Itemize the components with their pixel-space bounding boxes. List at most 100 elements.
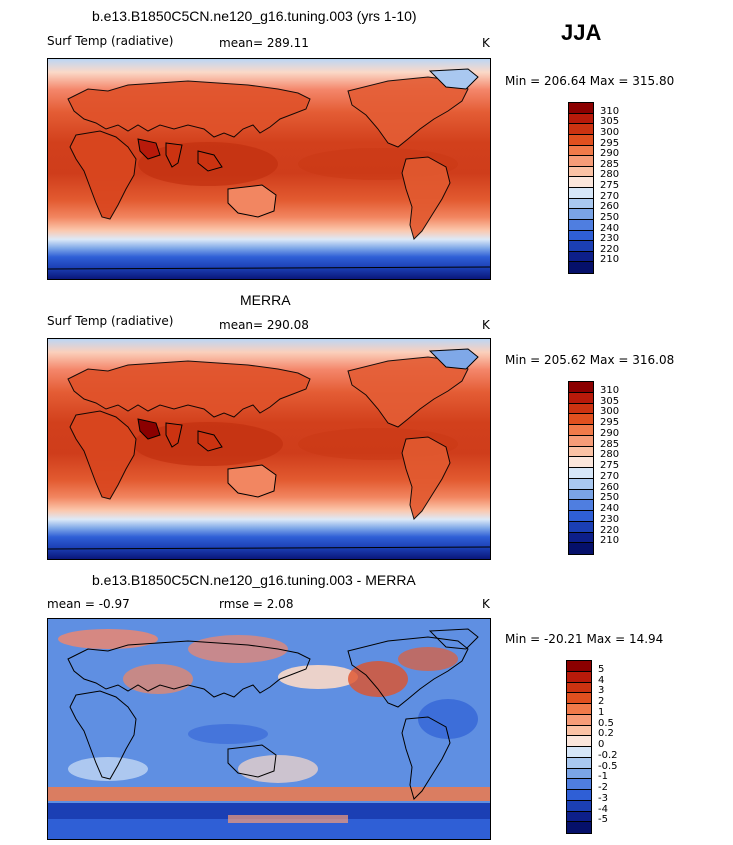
panel3-units: K	[482, 597, 490, 611]
colorbar-tick-label: 0	[598, 739, 605, 750]
colorbar-cell	[569, 241, 593, 252]
colorbar-tick-label: 285	[600, 438, 620, 450]
colorbar-tick-label: 240	[600, 503, 620, 514]
colorbar-tick-label: 290	[600, 148, 620, 160]
colorbar-tick-label: 4	[598, 674, 605, 686]
colorbar-tick-label: 250	[600, 211, 620, 223]
colorbar-cell	[569, 134, 593, 146]
colorbar-cell	[569, 468, 593, 479]
colorbar-tick-label: -5	[598, 814, 608, 826]
panel1-map-svg	[48, 59, 490, 279]
colorbar-cell	[567, 768, 591, 780]
colorbar-tick-label: 230	[600, 233, 620, 245]
panel3-map	[47, 618, 491, 840]
colorbar-tick-label: 1	[598, 706, 605, 718]
colorbar-tick-label: 295	[600, 417, 620, 428]
colorbar-tick-label: 290	[600, 427, 620, 439]
colorbar-cell	[569, 219, 593, 231]
panel1-variable-label: Surf Temp (radiative)	[47, 34, 174, 48]
colorbar-tick-label: 270	[600, 190, 620, 202]
colorbar-cell	[569, 414, 593, 425]
colorbar-cell	[567, 736, 591, 747]
colorbar-tick-label: 310	[600, 384, 620, 396]
colorbar-tick-label: 0.5	[598, 717, 614, 729]
colorbar-cell	[569, 425, 593, 436]
colorbar-tick-label: 2	[598, 696, 605, 707]
colorbar-cell	[567, 661, 591, 672]
panel2-mean-label: mean= 290.08	[219, 318, 309, 332]
colorbar-cell	[569, 511, 593, 522]
panel3-mean-label: mean = -0.97	[47, 597, 130, 611]
colorbar-tick-label: 275	[600, 180, 620, 191]
colorbar-tick-label: -4	[598, 803, 608, 815]
colorbar-cell	[569, 532, 593, 544]
colorbar-cell	[569, 113, 593, 125]
colorbar-cell	[569, 209, 593, 220]
colorbar-cell	[567, 800, 591, 812]
colorbar-tick-label: 220	[600, 243, 620, 255]
colorbar-cell	[569, 156, 593, 167]
panel1-colorbar	[568, 102, 594, 274]
colorbar-tick-label: 220	[600, 524, 620, 536]
colorbar-tick-label: 210	[600, 535, 620, 547]
colorbar-tick-label: 230	[600, 513, 620, 525]
colorbar-cell	[567, 682, 591, 694]
colorbar-cell	[569, 543, 593, 554]
colorbar-tick-label: 275	[600, 460, 620, 471]
colorbar-cell	[569, 166, 593, 178]
colorbar-cell	[569, 103, 593, 114]
colorbar-cell	[569, 124, 593, 135]
panel1-mean-label: mean= 289.11	[219, 36, 309, 50]
panel3-colorbar	[566, 660, 592, 834]
panel2-map-svg	[48, 339, 490, 559]
colorbar-tick-label: 300	[600, 406, 620, 418]
colorbar-cell	[567, 671, 591, 683]
colorbar-cell	[569, 230, 593, 242]
colorbar-tick-label: -0.2	[598, 749, 618, 761]
colorbar-cell	[569, 198, 593, 210]
panel3-rmse-label: rmse = 2.08	[219, 597, 294, 611]
colorbar-tick-label: 305	[600, 395, 620, 407]
colorbar-tick-label: 270	[600, 470, 620, 482]
colorbar-tick-label: 260	[600, 201, 620, 213]
colorbar-cell	[567, 693, 591, 704]
colorbar-cell	[569, 382, 593, 393]
panel3-title: b.e13.B1850C5CN.ne120_g16.tuning.003 - M…	[92, 572, 416, 588]
panel1-map	[47, 58, 491, 280]
season-label: JJA	[561, 20, 602, 45]
colorbar-tick-label: 305	[600, 116, 620, 128]
colorbar-cell	[569, 478, 593, 490]
panel2-variable-label: Surf Temp (radiative)	[47, 314, 174, 328]
colorbar-cell	[567, 779, 591, 790]
colorbar-tick-label: 240	[600, 222, 620, 234]
colorbar-tick-label: 260	[600, 481, 620, 493]
panel1-minmax: Min = 206.64 Max = 315.80	[505, 74, 675, 88]
colorbar-tick-label: 250	[600, 492, 620, 504]
colorbar-cell	[569, 446, 593, 458]
panel3-map-svg	[48, 619, 490, 839]
colorbar-cell	[569, 489, 593, 501]
colorbar-tick-label: -2	[598, 782, 608, 793]
colorbar-cell	[569, 145, 593, 157]
colorbar-cell	[569, 435, 593, 447]
colorbar-cell	[569, 500, 593, 511]
panel2-minmax: Min = 205.62 Max = 316.08	[505, 353, 675, 367]
colorbar-tick-label: -3	[598, 792, 608, 804]
colorbar-cell	[567, 822, 591, 833]
colorbar-cell	[569, 251, 593, 263]
colorbar-cell	[567, 790, 591, 801]
colorbar-cell	[569, 392, 593, 404]
colorbar-cell	[567, 725, 591, 737]
colorbar-tick-label: 0.2	[598, 728, 614, 740]
colorbar-tick-label: -0.5	[598, 760, 618, 772]
colorbar-cell	[569, 177, 593, 188]
colorbar-cell	[567, 811, 591, 823]
colorbar-tick-label: 285	[600, 158, 620, 170]
colorbar-tick-label: 300	[600, 126, 620, 138]
colorbar-tick-label: 5	[598, 663, 605, 675]
colorbar-cell	[569, 403, 593, 415]
panel1-units: K	[482, 36, 490, 50]
colorbar-tick-label: 295	[600, 137, 620, 149]
colorbar-tick-label: 310	[600, 105, 620, 117]
panel2-title: MERRA	[240, 292, 291, 308]
